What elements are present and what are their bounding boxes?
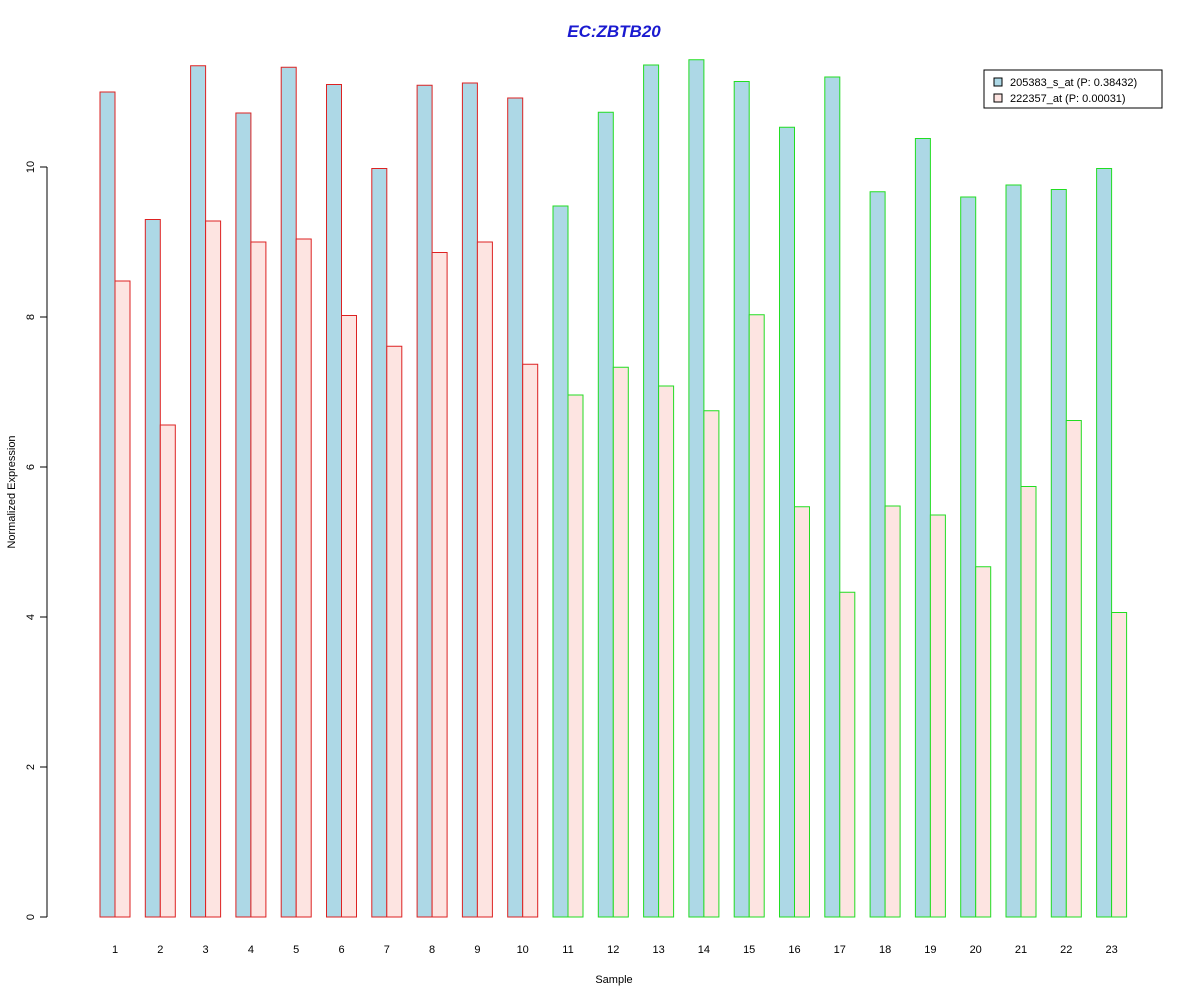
bar-sample-18-series-2 [884, 505, 901, 918]
bar-sample-17-series-1 [824, 76, 841, 918]
bar-sample-11-series-2 [567, 394, 584, 918]
x-tick-label: 18 [879, 944, 891, 956]
x-tick-label: 8 [429, 944, 435, 956]
bar-sample-20-series-2 [975, 566, 992, 918]
x-tick-label: 1 [112, 944, 118, 956]
bars-group [99, 59, 1128, 918]
legend-swatch [993, 93, 1003, 103]
x-tick-label: 20 [970, 944, 982, 956]
bar-sample-4-series-2 [250, 241, 267, 918]
bar-sample-6-series-2 [341, 315, 357, 918]
bar-sample-1-series-1 [99, 91, 116, 918]
legend-box [983, 69, 1163, 109]
x-tick-label: 19 [924, 944, 936, 956]
x-tick-label: 13 [652, 944, 664, 956]
bar-sample-10-series-2 [522, 363, 539, 918]
x-tick-label: 7 [384, 944, 390, 956]
bar-sample-23-series-1 [1096, 168, 1113, 918]
x-tick-label: 17 [834, 944, 846, 956]
y-axis: 0 2 4 6 8 10 [25, 161, 48, 920]
bar-sample-12-series-1 [597, 111, 614, 918]
bar-sample-8-series-1 [416, 84, 433, 918]
x-tick-label: 4 [248, 944, 254, 956]
bar-sample-12-series-2 [612, 366, 629, 918]
bar-sample-22-series-2 [1065, 420, 1082, 918]
x-tick-label: 12 [607, 944, 619, 956]
y-tick-label: 0 [25, 914, 37, 920]
bar-sample-6-series-1 [326, 84, 342, 918]
bar-sample-11-series-1 [552, 205, 569, 918]
bar-sample-21-series-1 [1005, 184, 1022, 918]
bar-sample-4-series-1 [235, 112, 252, 918]
x-tick-label: 9 [474, 944, 480, 956]
bar-sample-16-series-2 [794, 506, 810, 918]
x-tick-label: 3 [203, 944, 209, 956]
x-tick-label: 10 [517, 944, 529, 956]
bar-sample-14-series-2 [703, 410, 720, 918]
bar-sample-16-series-1 [779, 126, 795, 918]
y-tick-label: 2 [25, 764, 37, 770]
x-tick-label: 21 [1015, 944, 1027, 956]
bar-sample-17-series-2 [839, 591, 856, 918]
legend-swatch [993, 77, 1003, 87]
bar-sample-8-series-2 [431, 252, 448, 918]
bar-sample-2-series-2 [159, 424, 176, 918]
x-tick-label: 2 [157, 944, 163, 956]
x-axis-label: Sample [595, 974, 632, 986]
y-tick-label: 6 [25, 464, 37, 470]
bar-sample-7-series-2 [386, 345, 403, 918]
bar-sample-23-series-2 [1111, 612, 1128, 918]
bar-sample-9-series-1 [461, 82, 478, 918]
bar-sample-5-series-1 [280, 66, 297, 918]
y-tick-label: 4 [25, 614, 37, 620]
x-tick-label: 5 [293, 944, 299, 956]
x-tick-label: 14 [698, 944, 710, 956]
x-tick-label: 15 [743, 944, 755, 956]
legend: 205383_s_at (P: 0.38432) 222357_at (P: 0.… [983, 69, 1163, 109]
y-tick-label: 8 [25, 314, 37, 320]
bar-sample-9-series-2 [476, 241, 493, 918]
bar-sample-2-series-1 [144, 219, 161, 918]
x-tick-label: 6 [338, 944, 344, 956]
bar-sample-13-series-1 [643, 64, 660, 918]
x-tick-label: 11 [562, 944, 573, 956]
bar-sample-22-series-1 [1050, 189, 1067, 918]
bar-sample-15-series-2 [748, 314, 765, 918]
bar-sample-7-series-1 [371, 168, 388, 918]
bar-sample-14-series-1 [688, 59, 705, 918]
bar-sample-3-series-2 [205, 220, 222, 918]
bar-sample-20-series-1 [960, 196, 977, 918]
bar-sample-3-series-1 [190, 65, 207, 918]
bar-sample-18-series-1 [869, 191, 886, 918]
bar-sample-10-series-1 [507, 97, 524, 918]
chart-title: EC:ZBTB20 [567, 22, 661, 41]
bar-sample-13-series-2 [658, 385, 675, 918]
y-axis-label: Normalized Expression [6, 435, 18, 548]
bar-sample-1-series-2 [114, 280, 131, 918]
legend-label: 205383_s_at (P: 0.38432) [1010, 77, 1137, 89]
y-tick-label: 10 [25, 161, 37, 173]
x-tick-label: 22 [1060, 944, 1072, 956]
bar-sample-19-series-1 [914, 138, 931, 918]
legend-label: 222357_at (P: 0.00031) [1010, 93, 1126, 105]
bar-sample-15-series-1 [733, 81, 750, 918]
bar-sample-5-series-2 [295, 238, 312, 918]
bar-sample-21-series-2 [1020, 486, 1037, 918]
x-axis: 1 2 3 4 5 6 7 8 9 10 11 12 13 14 15 16 17 18 19 20 21 22 23 [112, 944, 1118, 956]
x-tick-label: 23 [1105, 944, 1117, 956]
x-tick-label: 16 [788, 944, 800, 956]
bar-sample-19-series-2 [929, 514, 946, 918]
